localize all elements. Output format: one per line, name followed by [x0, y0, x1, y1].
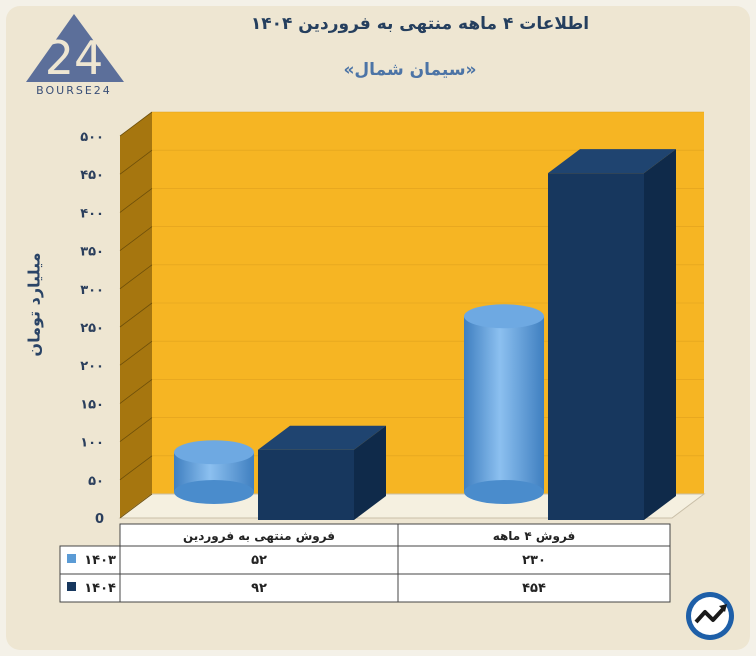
bar-cylinder-top	[464, 304, 544, 329]
gridline-side	[119, 264, 153, 290]
bar-box-side	[644, 149, 676, 521]
gridline-side	[119, 340, 153, 366]
data-label: ۵۲	[251, 553, 267, 568]
gridline-side	[119, 493, 153, 519]
bar-cylinder-base	[464, 480, 544, 504]
data-label: ۴۵۴	[522, 581, 546, 596]
legend-swatch	[67, 554, 76, 563]
y-tick-label: ۵۰۰	[80, 130, 104, 145]
y-tick-label: ۲۵۰	[80, 321, 104, 336]
logo-digits: 24	[45, 31, 104, 85]
y-tick-label: 0	[95, 512, 104, 527]
logo-text: BOURSE24	[36, 84, 112, 97]
trend-arrow-icon[interactable]	[684, 590, 736, 642]
legend-swatch	[67, 582, 76, 591]
bar-cylinder	[464, 316, 544, 492]
gridline-side	[119, 379, 153, 404]
y-tick-label: ۱۰۰	[80, 436, 104, 451]
x-tick-label: فروش ۴ ماهه	[493, 529, 576, 544]
y-tick-label: ۳۵۰	[80, 245, 104, 260]
bar-box-top	[258, 425, 386, 450]
gridline-side	[119, 226, 153, 251]
bar-box-front	[258, 449, 354, 520]
chart-title: اطلاعات ۴ ماهه منتهی به فروردین ۱۴۰۴	[250, 14, 590, 34]
legend-label: ۱۴۰۳	[84, 553, 116, 568]
bar-cylinder-top	[174, 440, 254, 465]
gridline-side	[119, 455, 153, 481]
gridline-side	[119, 188, 153, 213]
gridline-side	[119, 302, 153, 328]
y-tick-label: ۱۵۰	[80, 397, 104, 412]
chart-subtitle: «سیمان شمال»	[343, 60, 477, 80]
y-tick-label: ۴۵۰	[80, 168, 104, 183]
data-label: ۲۳۰	[522, 553, 546, 568]
y-tick-label: ۳۰۰	[80, 283, 104, 298]
bar-cylinder-base	[174, 480, 254, 504]
gridline-side	[119, 149, 153, 175]
legend-label: ۱۴۰۴	[84, 581, 116, 596]
y-tick-label: ۲۰۰	[80, 359, 104, 374]
bourse24-logo-icon: 24	[26, 14, 124, 85]
gridline-side	[119, 111, 153, 137]
bar-box-side	[354, 425, 386, 520]
data-label: ۹۲	[251, 581, 267, 596]
gridline-side	[119, 417, 153, 442]
y-tick-label: ۴۰۰	[80, 206, 104, 221]
x-tick-label: فروش منتهی به فروردین	[183, 529, 335, 544]
y-tick-label: ۵۰	[88, 474, 104, 489]
bar-box-front	[548, 173, 644, 521]
bar-box-top	[548, 149, 676, 174]
